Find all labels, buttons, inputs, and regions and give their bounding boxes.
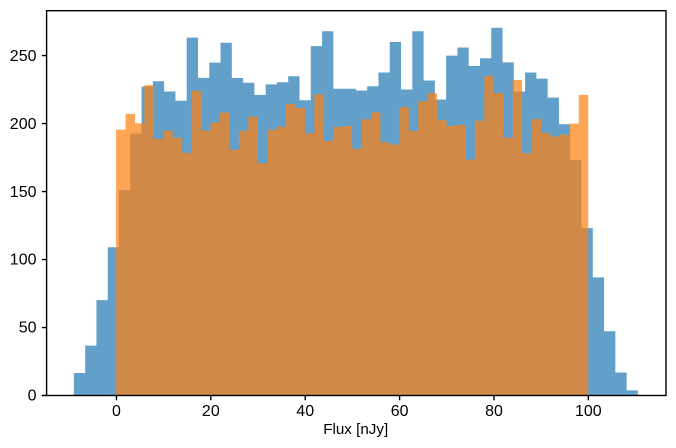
- svg-text:0: 0: [112, 403, 121, 420]
- svg-text:100: 100: [575, 403, 602, 420]
- svg-text:150: 150: [10, 184, 37, 201]
- svg-text:250: 250: [10, 48, 37, 65]
- svg-text:80: 80: [485, 403, 503, 420]
- svg-text:60: 60: [391, 403, 409, 420]
- svg-text:0: 0: [28, 388, 37, 405]
- svg-text:200: 200: [10, 116, 37, 133]
- svg-text:Flux [nJy]: Flux [nJy]: [323, 421, 388, 438]
- svg-text:40: 40: [296, 403, 314, 420]
- svg-text:100: 100: [10, 252, 37, 269]
- svg-text:50: 50: [19, 320, 37, 337]
- svg-text:20: 20: [202, 403, 220, 420]
